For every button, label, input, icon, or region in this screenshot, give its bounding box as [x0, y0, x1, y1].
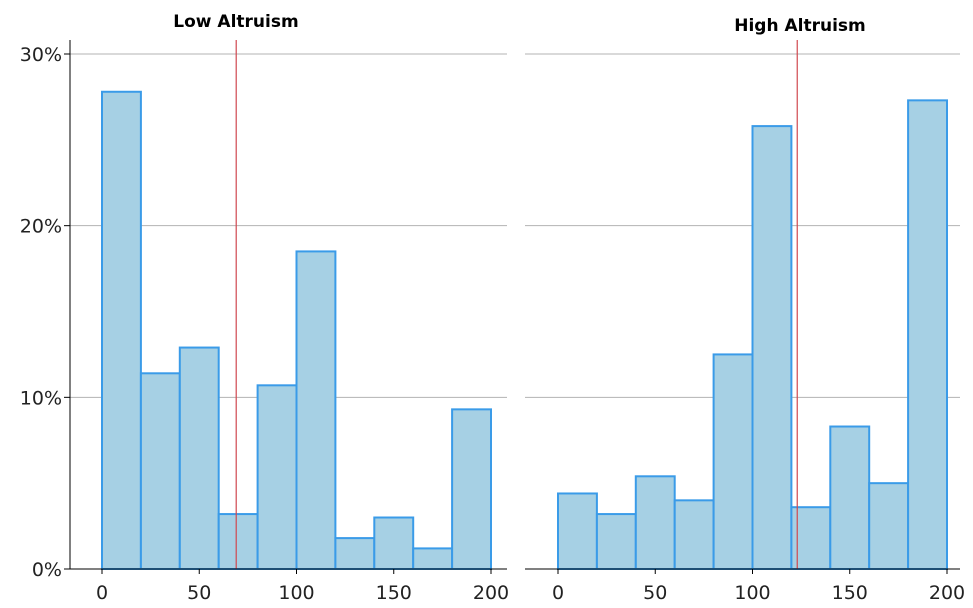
panel-low-altruism: Low Altruism 0 50 100 150 200 0% 10% 20% 30%: [20, 12, 509, 604]
histogram-bar: [673, 499, 715, 571]
y-tick-label: 10%: [20, 387, 62, 409]
histogram-bar: [751, 125, 793, 570]
grid-lines: [525, 53, 960, 398]
panel-title: Low Altruism: [173, 12, 298, 32]
axes: [525, 568, 960, 574]
tick-labels: 0 50 100 150 200: [552, 582, 965, 604]
histogram-bar: [634, 475, 676, 570]
x-tick-label: 100: [734, 582, 770, 604]
x-tick-label: 0: [96, 582, 108, 604]
x-tick-label: 50: [643, 582, 667, 604]
x-tick-label: 150: [832, 582, 868, 604]
histogram-bar: [907, 99, 948, 570]
x-tick-label: 200: [929, 582, 965, 604]
bars: [101, 90, 493, 571]
y-tick-label: 0%: [32, 559, 62, 581]
histogram-bar: [829, 425, 871, 570]
x-tick-label: 50: [187, 582, 211, 604]
histogram-bar: [256, 384, 298, 571]
axes: [64, 40, 507, 574]
x-tick-label: 200: [473, 582, 509, 604]
histogram-bar: [451, 408, 493, 570]
histogram-bar: [557, 492, 598, 571]
bars: [557, 99, 948, 571]
histogram-bar: [712, 353, 754, 570]
histogram-bar: [868, 482, 910, 570]
x-tick-label: 0: [552, 582, 564, 604]
histogram-bar: [595, 513, 637, 570]
x-tick-label: 100: [278, 582, 314, 604]
histogram-bar: [217, 513, 259, 570]
tick-labels: 0 50 100 150 200 0% 10% 20% 30%: [20, 44, 509, 604]
panel-title: High Altruism: [734, 16, 866, 36]
histogram-bar: [101, 90, 142, 571]
histogram-bar: [295, 250, 337, 571]
panel-high-altruism: High Altruism 0 50 100 150 200: [525, 16, 965, 604]
histogram-bar: [178, 346, 220, 570]
histogram-bar: [334, 537, 376, 570]
histogram-bar: [412, 547, 454, 571]
histogram-bar: [373, 516, 415, 570]
y-tick-label: 20%: [20, 216, 62, 238]
y-tick-label: 30%: [20, 44, 62, 66]
x-tick-label: 150: [376, 582, 412, 604]
histogram-bar: [139, 372, 181, 570]
